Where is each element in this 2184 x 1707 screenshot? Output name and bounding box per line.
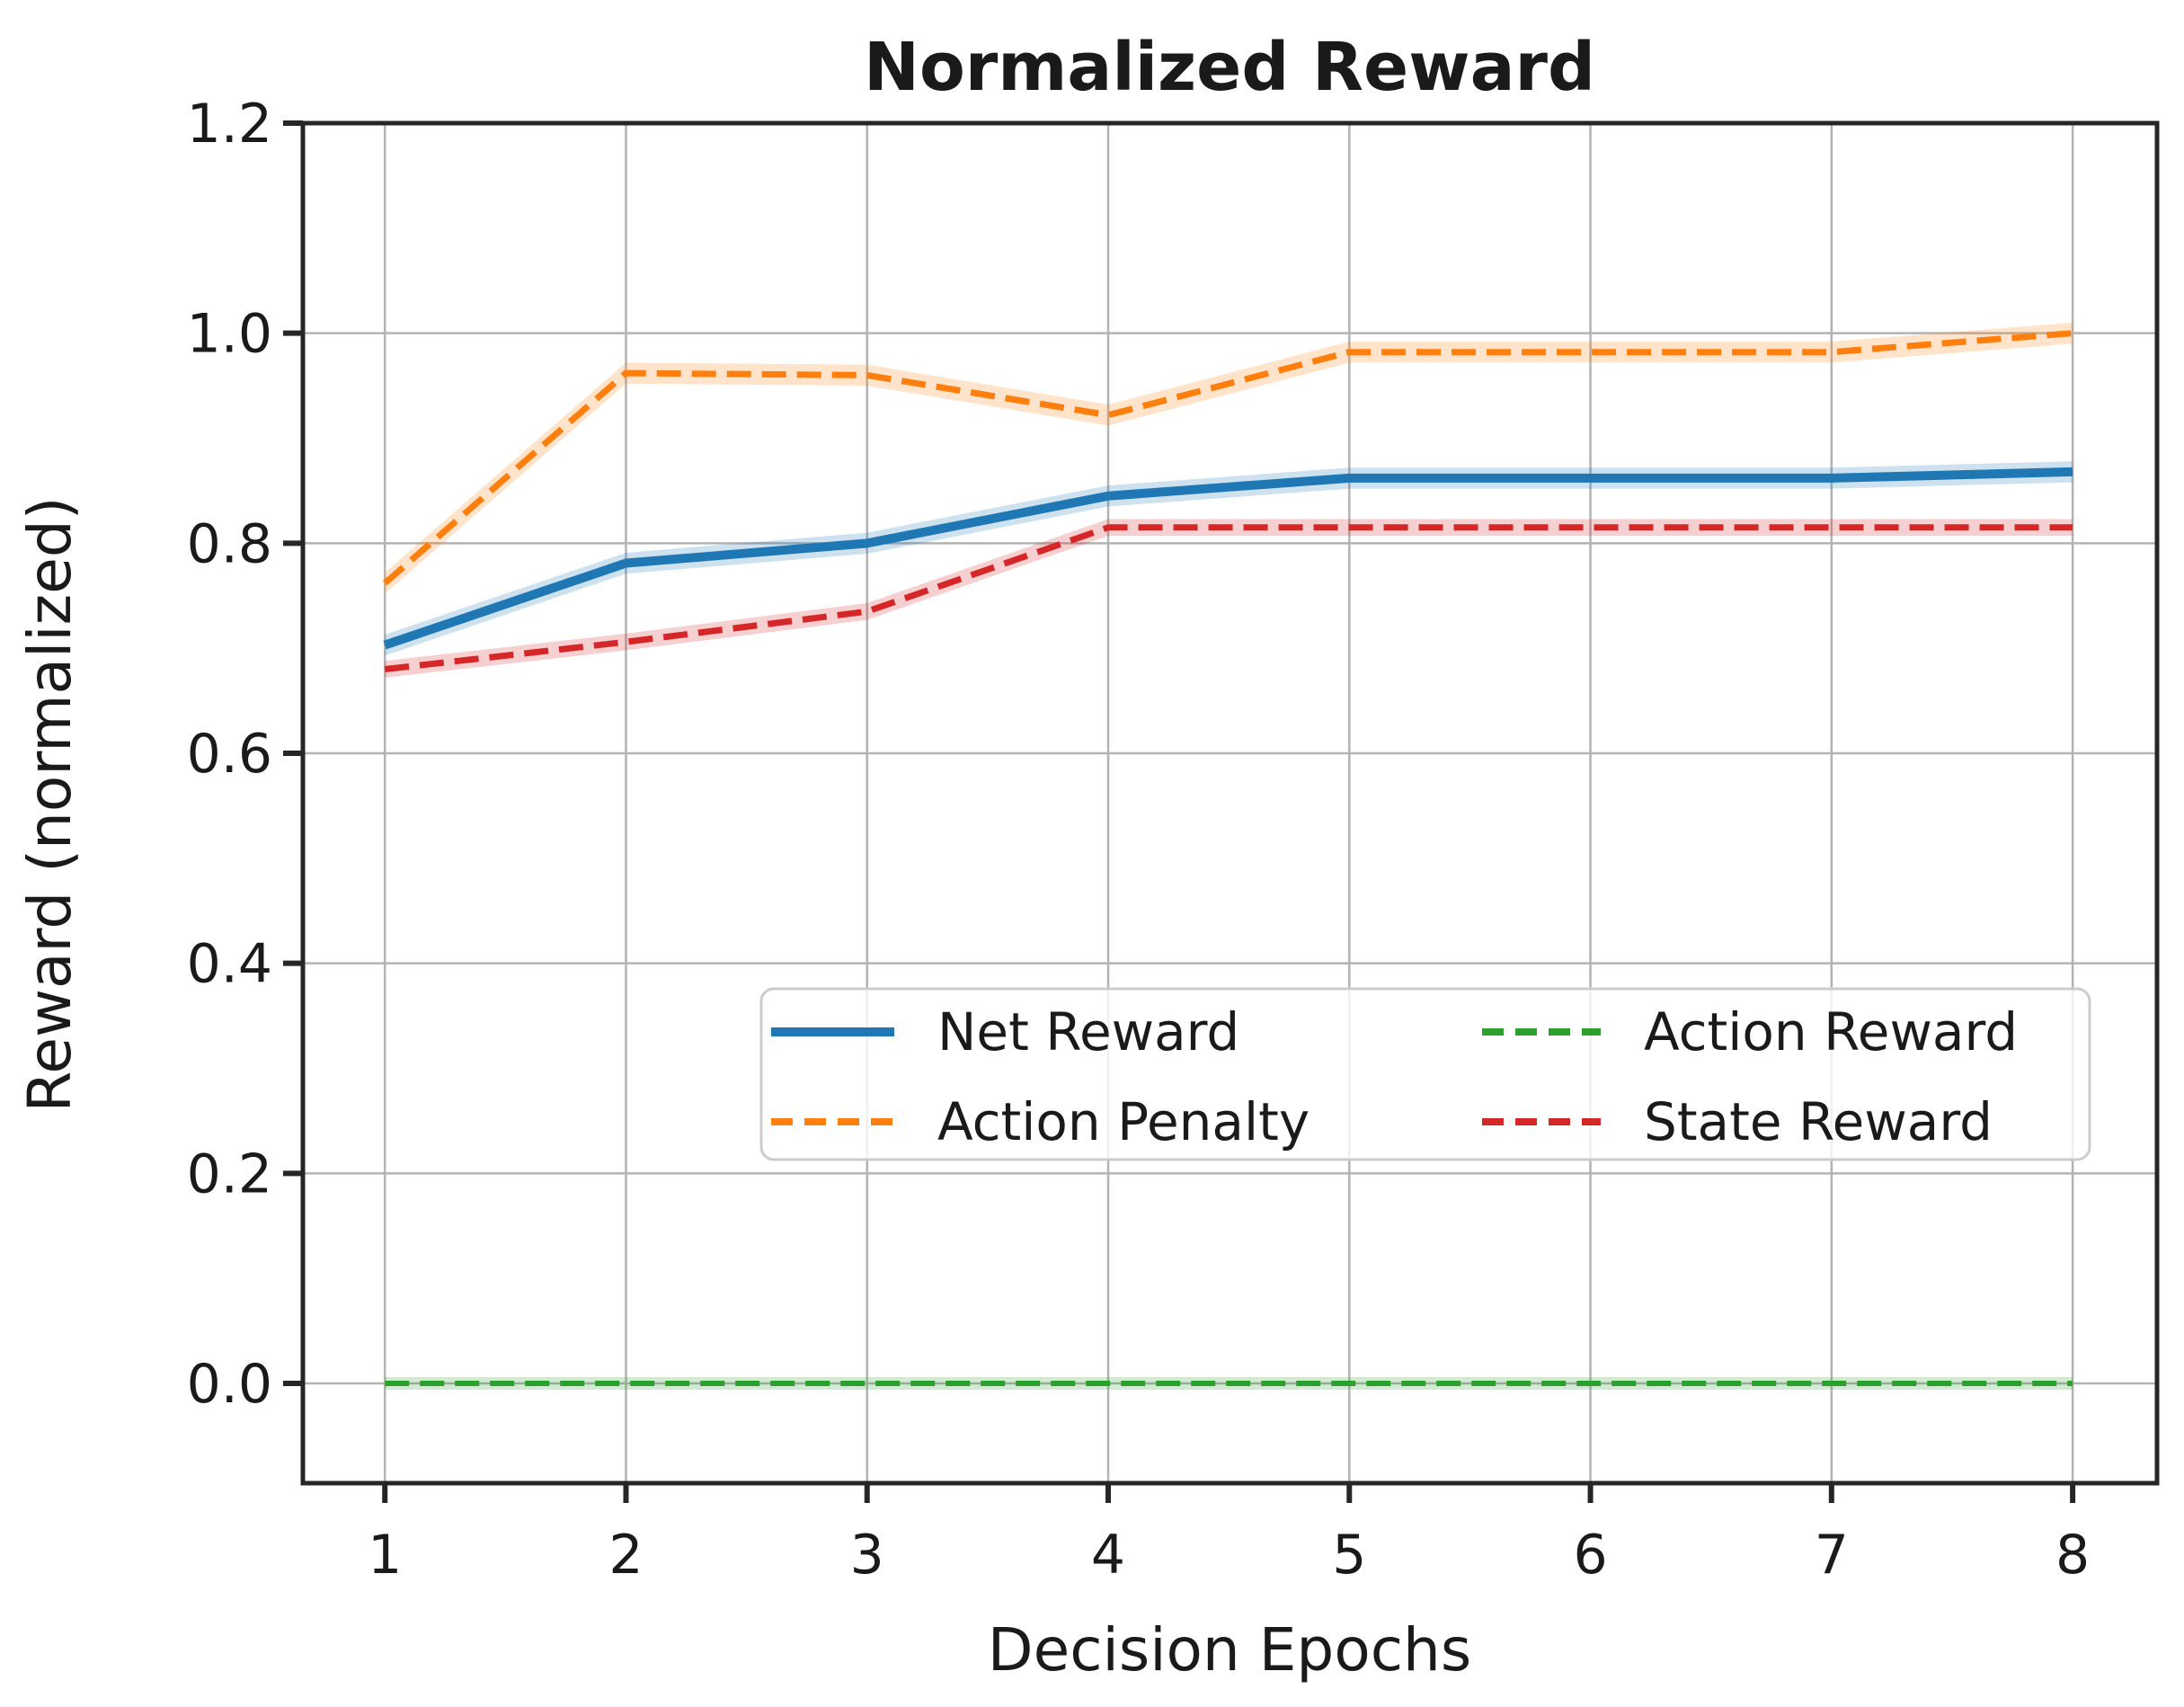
y-tick-label: 0.4	[187, 933, 272, 996]
y-tick-label: 0.8	[187, 512, 272, 575]
x-tick-label: 3	[850, 1524, 884, 1587]
y-tick-label: 0.6	[187, 723, 272, 786]
series-layer	[382, 330, 2073, 1387]
x-tick-label: 2	[608, 1524, 643, 1587]
chart-title: Normalized Reward	[864, 29, 1595, 106]
legend-label-state-reward: State Reward	[1644, 1091, 1993, 1152]
tick-label-layer: 1 2 3 4 5 6 7 8 0.0 0.2 0.4 0.6 0.8 1.0 1.2	[187, 93, 2091, 1587]
plot-border	[300, 120, 2160, 1486]
y-tick-label: 1.0	[187, 303, 272, 366]
y-axis-label: Reward (normalized)	[15, 496, 84, 1112]
y-tick-label: 1.2	[187, 93, 272, 156]
legend: Net Reward Action Penalty Action Reward …	[759, 987, 2091, 1161]
series-band-action-penalty	[385, 322, 2073, 594]
legend-item-action-penalty: Action Penalty	[771, 1091, 1310, 1152]
series-band-state-reward	[385, 519, 2073, 678]
x-tick-label: 1	[368, 1524, 402, 1587]
grid-layer	[303, 121, 2157, 1483]
series-line-action-penalty	[382, 330, 2073, 586]
series-line-net-reward	[383, 467, 2073, 650]
x-tick-label: 7	[1815, 1524, 1849, 1587]
legend-label-net-reward: Net Reward	[937, 1001, 1239, 1062]
x-tick-label: 6	[1573, 1524, 1607, 1587]
axes-spines	[300, 120, 2160, 1486]
legend-item-net-reward: Net Reward	[771, 1001, 1239, 1062]
series-line-state-reward	[384, 524, 2073, 673]
x-axis-label: Decision Epochs	[988, 1615, 1471, 1685]
legend-label-action-penalty: Action Penalty	[937, 1091, 1310, 1152]
y-tick-label: 0.2	[187, 1142, 272, 1205]
legend-item-action-reward: Action Reward	[1482, 1001, 2018, 1062]
x-tick-label: 8	[2055, 1524, 2090, 1587]
legend-label-action-reward: Action Reward	[1644, 1001, 2018, 1062]
legend-box	[759, 987, 2091, 1161]
x-tick-label: 5	[1332, 1524, 1366, 1587]
legend-item-state-reward: State Reward	[1482, 1091, 1993, 1152]
y-tick-label: 0.0	[187, 1353, 272, 1416]
tick-layer	[283, 120, 2076, 1503]
x-tick-label: 4	[1091, 1524, 1125, 1587]
